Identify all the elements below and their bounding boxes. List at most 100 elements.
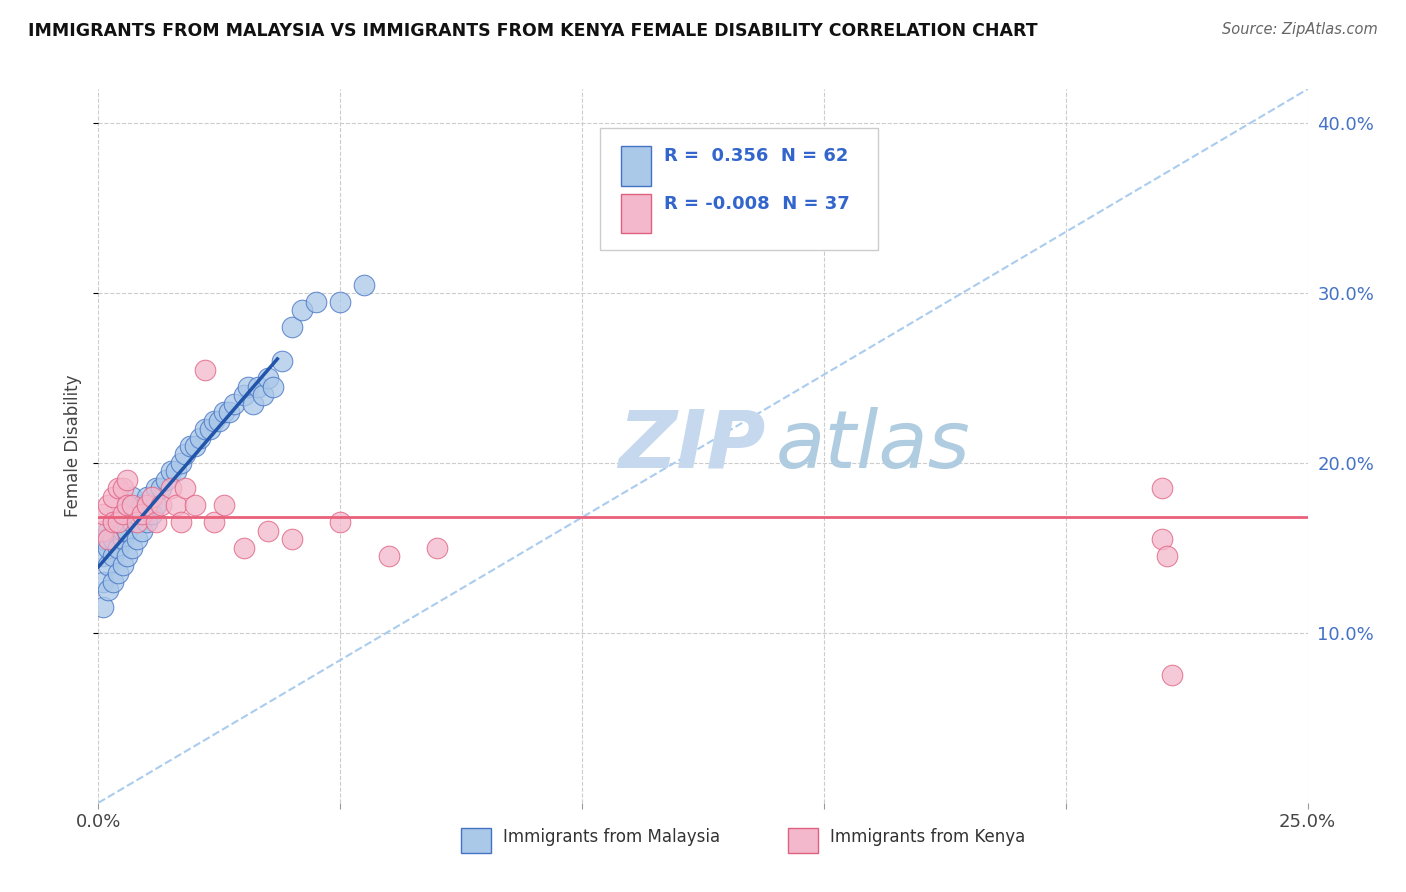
Point: [198, 422, 221, 436]
Point: [97, 533, 120, 547]
Point: [117, 549, 139, 564]
Point: [101, 516, 124, 530]
Text: Source: ZipAtlas.com: Source: ZipAtlas.com: [1222, 22, 1378, 37]
Point: [111, 507, 134, 521]
Point: [262, 379, 284, 393]
Point: [107, 516, 129, 530]
Point: [212, 405, 235, 419]
Text: Immigrants from Malaysia: Immigrants from Malaysia: [503, 828, 721, 846]
Point: [91, 600, 114, 615]
Point: [247, 379, 270, 393]
Point: [194, 422, 217, 436]
Point: [127, 533, 149, 547]
Text: IMMIGRANTS FROM MALAYSIA VS IMMIGRANTS FROM KENYA FEMALE DISABILITY CORRELATION : IMMIGRANTS FROM MALAYSIA VS IMMIGRANTS F…: [28, 22, 1038, 40]
Point: [329, 516, 352, 530]
Point: [179, 439, 201, 453]
Point: [194, 362, 217, 376]
Point: [212, 499, 235, 513]
Point: [107, 482, 129, 496]
Point: [117, 473, 139, 487]
Point: [117, 524, 139, 538]
FancyBboxPatch shape: [461, 828, 492, 853]
Point: [165, 465, 187, 479]
Point: [242, 396, 264, 410]
Point: [252, 388, 274, 402]
Point: [290, 303, 312, 318]
Point: [131, 524, 153, 538]
Point: [141, 507, 163, 521]
Point: [127, 516, 149, 530]
Text: ZIP: ZIP: [619, 407, 766, 485]
Point: [256, 524, 278, 538]
Point: [101, 516, 124, 530]
Point: [281, 533, 304, 547]
Point: [271, 354, 294, 368]
Point: [232, 541, 254, 555]
Point: [97, 499, 120, 513]
Point: [256, 371, 278, 385]
Point: [97, 541, 120, 555]
Point: [174, 482, 197, 496]
Point: [155, 473, 177, 487]
Point: [117, 499, 139, 513]
Text: atlas: atlas: [776, 407, 970, 485]
Point: [145, 482, 167, 496]
Point: [165, 499, 187, 513]
Point: [91, 574, 114, 589]
Point: [204, 413, 226, 427]
FancyBboxPatch shape: [787, 828, 818, 853]
Point: [204, 516, 226, 530]
Point: [111, 533, 134, 547]
FancyBboxPatch shape: [600, 128, 879, 250]
Point: [184, 439, 207, 453]
Point: [281, 320, 304, 334]
Point: [101, 490, 124, 504]
Text: R = -0.008  N = 37: R = -0.008 N = 37: [664, 194, 851, 213]
Point: [97, 583, 120, 598]
Point: [91, 549, 114, 564]
Point: [1156, 549, 1178, 564]
Point: [111, 482, 134, 496]
Point: [150, 482, 173, 496]
FancyBboxPatch shape: [621, 146, 651, 186]
Point: [184, 499, 207, 513]
Point: [135, 516, 157, 530]
Point: [111, 524, 134, 538]
Point: [426, 541, 449, 555]
Point: [131, 507, 153, 521]
Text: R =  0.356  N = 62: R = 0.356 N = 62: [664, 147, 849, 165]
Point: [101, 549, 124, 564]
Point: [305, 294, 328, 309]
Point: [101, 533, 124, 547]
Point: [377, 549, 399, 564]
Point: [91, 507, 114, 521]
Point: [117, 499, 139, 513]
Point: [169, 456, 191, 470]
Point: [238, 379, 260, 393]
Point: [141, 490, 163, 504]
Point: [160, 465, 183, 479]
Point: [121, 541, 143, 555]
Point: [91, 533, 114, 547]
Point: [160, 482, 183, 496]
Text: Immigrants from Kenya: Immigrants from Kenya: [830, 828, 1025, 846]
Point: [135, 490, 157, 504]
Point: [222, 396, 245, 410]
Point: [145, 516, 167, 530]
Point: [135, 499, 157, 513]
Point: [169, 516, 191, 530]
Point: [127, 507, 149, 521]
Point: [1152, 533, 1174, 547]
Point: [91, 524, 114, 538]
Point: [208, 413, 231, 427]
Point: [107, 541, 129, 555]
Point: [145, 499, 167, 513]
Point: [121, 490, 143, 504]
Point: [174, 448, 197, 462]
Point: [232, 388, 254, 402]
Point: [111, 558, 134, 572]
Point: [131, 499, 153, 513]
Point: [107, 516, 129, 530]
Point: [97, 558, 120, 572]
Point: [97, 524, 120, 538]
